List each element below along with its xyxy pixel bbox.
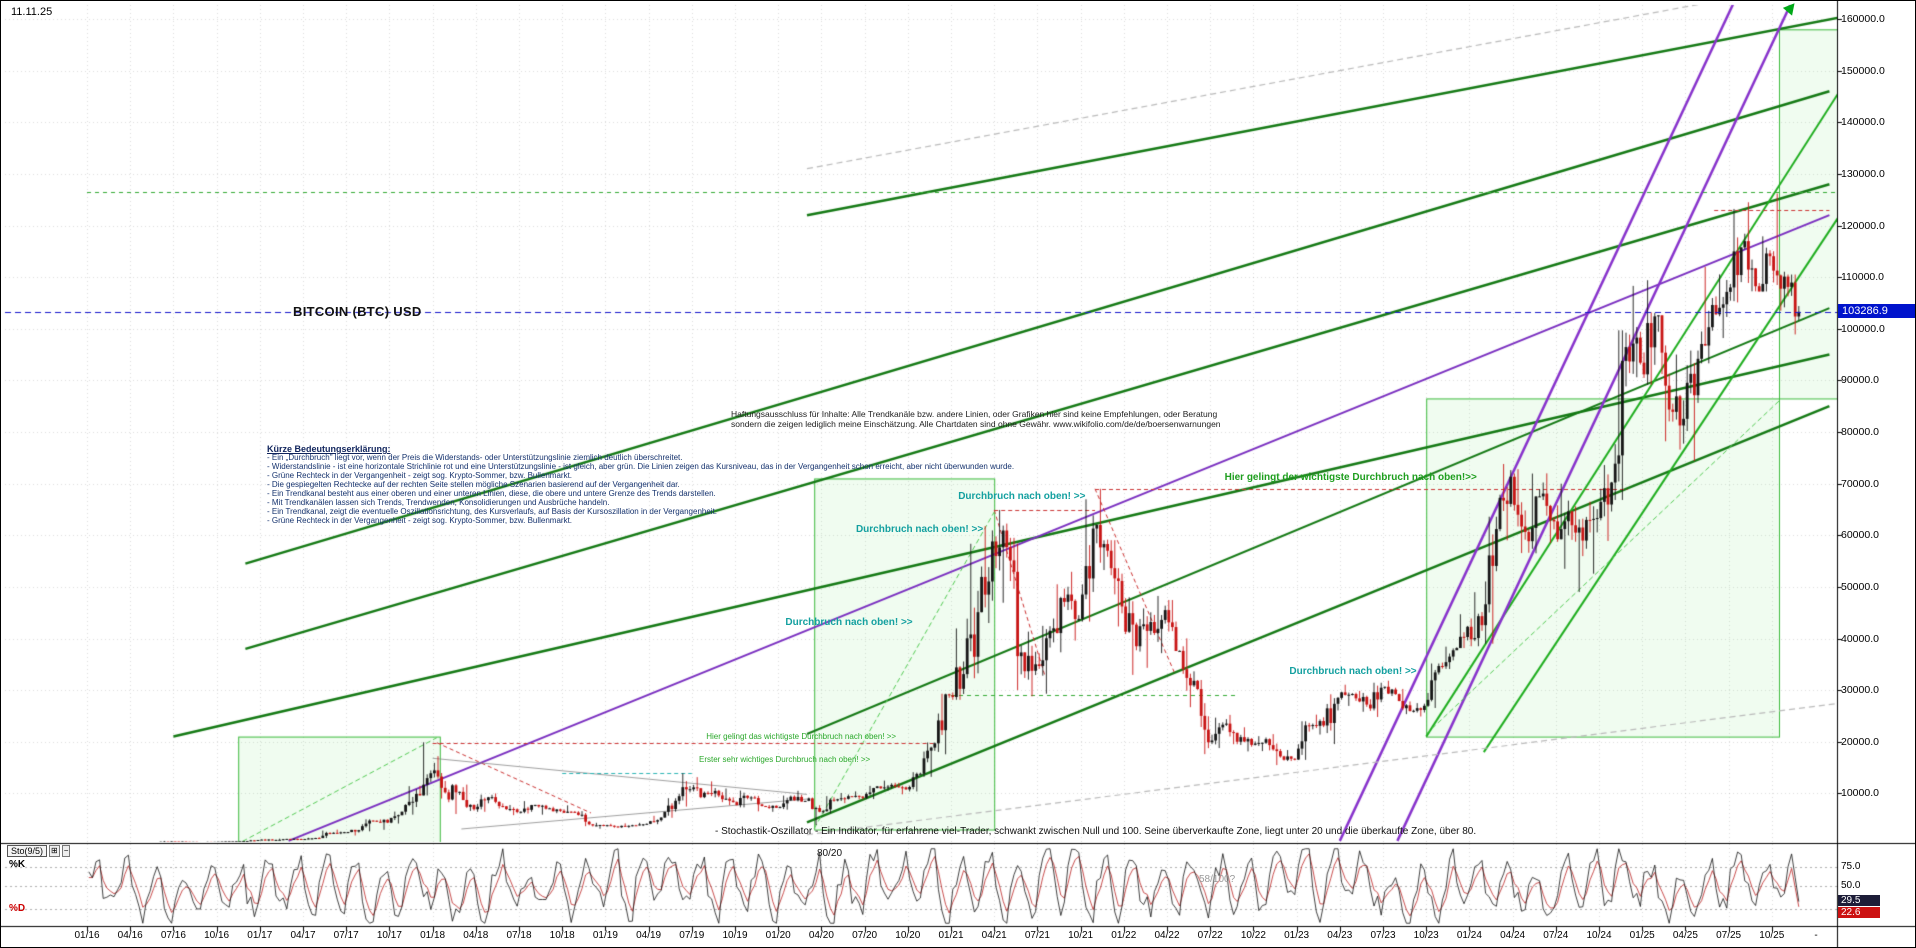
x-axis-label: 01/20 (765, 930, 791, 941)
x-axis-label: 01/23 (1284, 930, 1310, 941)
x-axis-label: 04/16 (117, 930, 143, 941)
indicator-settings-icon[interactable]: ⊞ (49, 845, 60, 857)
x-axis-label: 01/16 (74, 930, 100, 941)
legend-block: Kürze Bedeutungserklärung: - Ein „Durchb… (267, 444, 1047, 526)
chart-annotation: Hier gelingt das wichtigste Durchbruch n… (706, 731, 897, 741)
stochastic-d-label: %D (9, 903, 26, 914)
x-axis-label: 04/17 (290, 930, 316, 941)
x-axis-label: 01/25 (1629, 930, 1655, 941)
legend-line: - Ein Trendkanal besteht aus einer obere… (267, 489, 716, 498)
x-axis-label: 04/18 (463, 930, 489, 941)
chart-annotation: Durchbruch nach oben! >> (1289, 666, 1417, 678)
x-axis-label: 07/19 (679, 930, 705, 941)
x-axis-label: - (1814, 930, 1818, 941)
x-axis-label: 04/22 (1154, 930, 1180, 941)
x-axis-label: 10/17 (376, 930, 402, 941)
y-axis-label: 140000.0 (1841, 116, 1885, 129)
legend-line: - Die gespiegelten Rechtecke auf der rec… (267, 480, 680, 489)
stochastic-grid-label: 75.0 (1841, 861, 1861, 872)
y-axis-label: 100000.0 (1841, 322, 1885, 335)
x-axis-label: 07/18 (506, 930, 532, 941)
x-axis-label: 04/23 (1327, 930, 1353, 941)
x-axis-label: 01/19 (592, 930, 618, 941)
x-axis-label: 07/25 (1716, 930, 1742, 941)
chart-title: BITCOIN (BTC) USD (293, 304, 422, 319)
stochastic-d-value-badge: 22.6 (1838, 907, 1880, 918)
chart-annotation: Durchbruch nach oben! >> (855, 524, 984, 536)
x-axis-label: 07/21 (1024, 930, 1050, 941)
x-axis-label: 01/18 (420, 930, 446, 941)
chart-annotation: Durchbruch nach oben! >> (785, 617, 913, 628)
y-axis-label: 20000.0 (1841, 735, 1879, 748)
stochastic-description: - Stochastik-Oszillator - Ein Indikator,… (715, 826, 1477, 837)
x-axis-label: 07/20 (852, 930, 878, 941)
stochastic-name[interactable]: Sto(9/5) (7, 845, 48, 857)
y-axis-label: 50000.0 (1841, 580, 1879, 593)
x-axis-label: 07/23 (1370, 930, 1396, 941)
stochastic-note: 58/100? (1199, 874, 1236, 885)
x-axis-label: 04/19 (636, 930, 662, 941)
legend-line: - Ein Trendkanal, zeigt die eventuelle O… (267, 507, 718, 516)
y-axis-label: 80000.0 (1841, 426, 1879, 438)
y-axis-label: 60000.0 (1841, 529, 1879, 542)
legend-title: Kürze Bedeutungserklärung: (267, 444, 391, 454)
x-axis-label: 04/20 (808, 930, 834, 941)
chart-annotation: Durchbruch nach oben! >> (958, 490, 1086, 502)
legend-line: - Ein „Durchbruch" liegt vor, wenn der P… (267, 454, 683, 463)
x-axis-label: 10/25 (1759, 930, 1785, 941)
disclaimer-line1: Haftungsausschluss für Inhalte: Alle Tre… (731, 409, 1218, 419)
x-axis-label: 10/16 (204, 930, 230, 941)
x-axis-label: 04/21 (981, 930, 1007, 941)
y-axis-label: 70000.0 (1841, 477, 1879, 490)
x-axis-label: 07/16 (160, 930, 186, 941)
stochastic-k-label: %K (9, 859, 26, 870)
legend-line: - Widerstandslinie - ist eine horizontal… (267, 463, 1015, 472)
stochastic-indicator-header[interactable]: Sto(9/5) ⊞ − (7, 845, 71, 857)
chart-annotation: Hier gelingt der wichtigste Durchbruch n… (1224, 472, 1477, 484)
chart-annotation: Erster sehr wichtiges Durchbruch nach ob… (699, 754, 871, 764)
y-axis-label: 10000.0 (1841, 787, 1879, 800)
x-axis-label: 07/22 (1197, 930, 1223, 941)
legend-line: - Grüne Rechteck in der Vergangenheit - … (267, 516, 573, 525)
x-axis-label: 01/21 (938, 930, 964, 941)
x-axis-label: 10/22 (1240, 930, 1266, 941)
x-axis-label: 01/24 (1456, 930, 1482, 941)
y-axis-label: 150000.0 (1841, 64, 1885, 77)
y-axis-label: 90000.0 (1841, 374, 1879, 387)
indicator-close-icon[interactable]: − (61, 845, 71, 857)
x-axis-label: 04/24 (1500, 930, 1526, 941)
x-axis-label: 07/17 (333, 930, 359, 941)
x-axis-label: 10/24 (1586, 930, 1612, 941)
stochastic-levels-label: 80/20 (817, 848, 843, 859)
x-axis-label: 10/18 (549, 930, 575, 941)
legend-lines: - Ein „Durchbruch" liegt vor, wenn der P… (267, 454, 1047, 526)
y-axis-label: 160000.0 (1841, 13, 1885, 25)
x-axis-label: 10/23 (1413, 930, 1439, 941)
x-axis-label: 07/24 (1543, 930, 1569, 941)
date-label: 11.11.25 (11, 6, 53, 18)
stochastic-k-value-badge: 29.5 (1838, 895, 1880, 906)
current-price-badge: 103286.9 (1838, 304, 1915, 318)
disclaimer-line2: sondern die zeigen lediglich meine Einsc… (731, 419, 1221, 430)
y-axis-label: 30000.0 (1841, 684, 1879, 697)
stochastic-grid-label: 50.0 (1841, 880, 1861, 891)
x-axis-label: 10/19 (722, 930, 748, 941)
y-axis-label: 40000.0 (1841, 632, 1879, 645)
y-axis-label: 120000.0 (1841, 219, 1885, 232)
disclaimer: Haftungsausschluss für Inhalte: Alle Tre… (731, 409, 1221, 429)
y-axis-label: 110000.0 (1841, 271, 1885, 284)
x-axis-label: 10/20 (895, 930, 921, 941)
x-axis-label: 10/21 (1068, 930, 1094, 941)
x-axis-label: 01/17 (247, 930, 273, 941)
x-axis-label: 04/25 (1672, 930, 1698, 941)
legend-line: - Grüne Rechteck in der Vergangenheit - … (267, 471, 573, 480)
legend-line: - Mit Trendkanälen lassen sich Trends, T… (267, 498, 610, 507)
x-axis-label: 01/22 (1111, 930, 1137, 941)
y-axis-label: 130000.0 (1841, 167, 1885, 180)
